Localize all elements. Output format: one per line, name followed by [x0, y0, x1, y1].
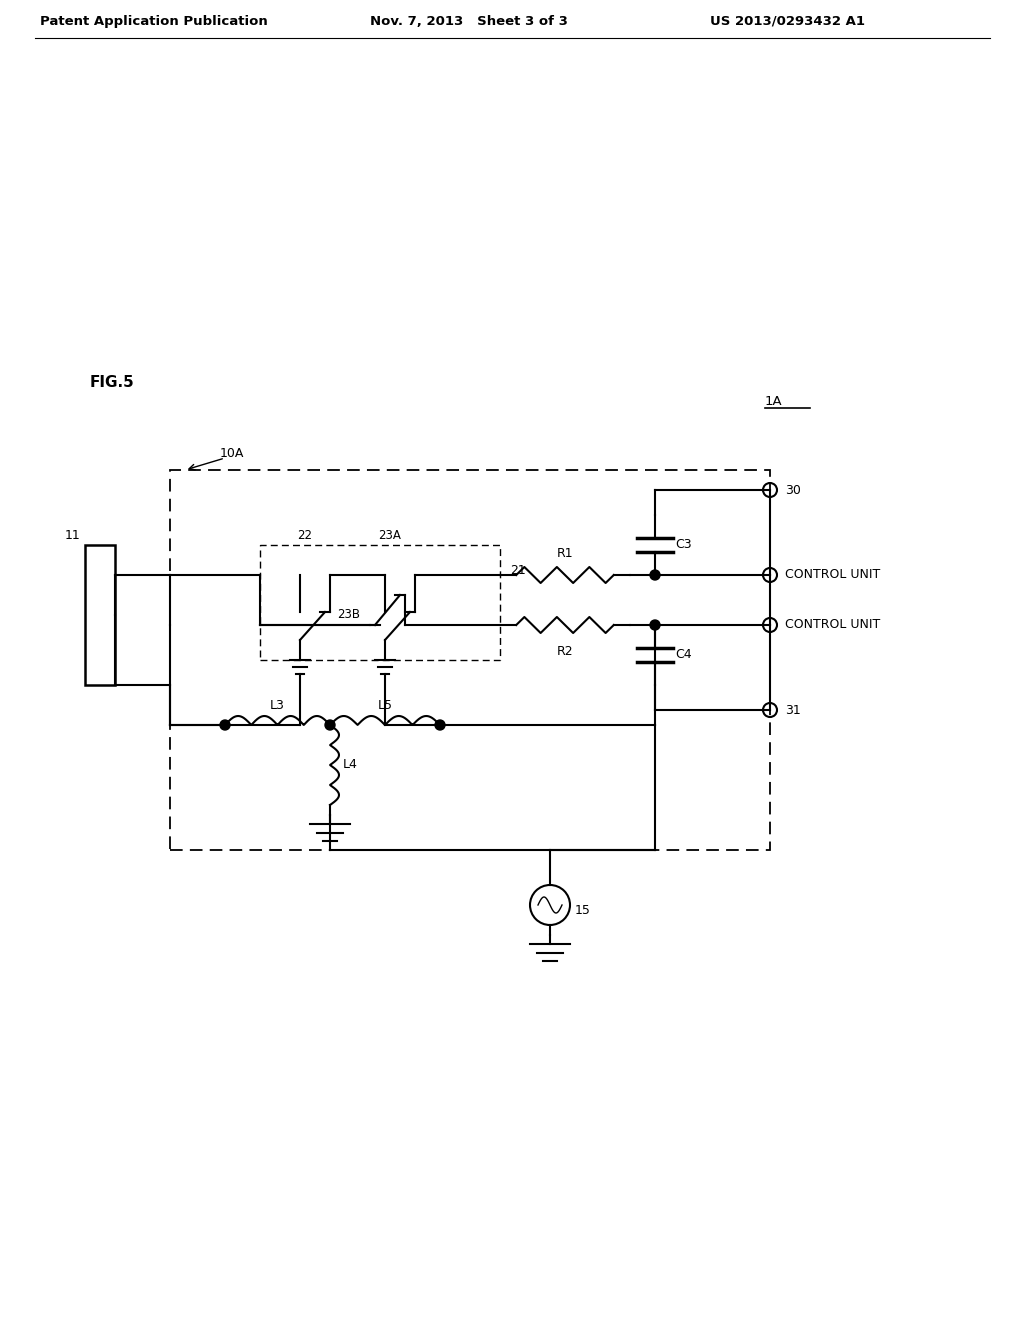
Text: 1A: 1A: [765, 395, 782, 408]
Text: 30: 30: [785, 483, 801, 496]
Text: CONTROL UNIT: CONTROL UNIT: [785, 619, 881, 631]
Text: Nov. 7, 2013   Sheet 3 of 3: Nov. 7, 2013 Sheet 3 of 3: [370, 15, 568, 28]
Text: C3: C3: [675, 539, 691, 552]
Text: L4: L4: [343, 759, 357, 771]
Text: 22: 22: [298, 529, 312, 543]
Circle shape: [220, 719, 230, 730]
Circle shape: [435, 719, 445, 730]
Text: FIG.5: FIG.5: [90, 375, 135, 389]
Text: L3: L3: [270, 700, 285, 711]
Text: L5: L5: [378, 700, 392, 711]
Text: C4: C4: [675, 648, 691, 661]
Circle shape: [650, 620, 660, 630]
Text: 11: 11: [65, 529, 80, 543]
Text: 10A: 10A: [220, 447, 245, 459]
Text: 21: 21: [510, 564, 525, 577]
Text: US 2013/0293432 A1: US 2013/0293432 A1: [710, 15, 865, 28]
Text: 23B: 23B: [337, 609, 360, 622]
Text: 23A: 23A: [379, 529, 401, 543]
Text: 31: 31: [785, 704, 801, 717]
Text: Patent Application Publication: Patent Application Publication: [40, 15, 267, 28]
Text: R1: R1: [557, 546, 573, 560]
Bar: [85, 545, 115, 685]
Text: R2: R2: [557, 645, 573, 657]
Text: CONTROL UNIT: CONTROL UNIT: [785, 569, 881, 582]
Circle shape: [325, 719, 335, 730]
Circle shape: [650, 570, 660, 579]
Text: 15: 15: [575, 903, 591, 916]
